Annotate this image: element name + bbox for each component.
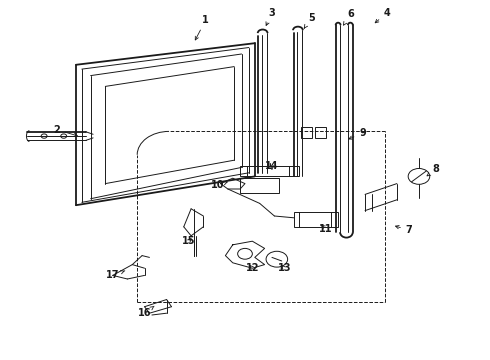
Bar bbox=[240, 178, 279, 193]
Text: 14: 14 bbox=[265, 161, 279, 171]
Text: 16: 16 bbox=[138, 306, 154, 318]
Text: 4: 4 bbox=[375, 8, 391, 23]
Text: 15: 15 bbox=[182, 236, 196, 246]
Text: 8: 8 bbox=[427, 164, 440, 176]
Text: 9: 9 bbox=[349, 128, 366, 139]
Text: 5: 5 bbox=[304, 13, 315, 28]
Text: 3: 3 bbox=[266, 8, 275, 26]
Text: 10: 10 bbox=[211, 180, 227, 190]
Text: 17: 17 bbox=[106, 270, 125, 280]
Bar bbox=[294, 212, 338, 227]
Text: 13: 13 bbox=[277, 263, 291, 273]
Text: 6: 6 bbox=[343, 9, 354, 25]
Text: 2: 2 bbox=[53, 125, 77, 136]
Text: 12: 12 bbox=[245, 263, 259, 273]
Text: 7: 7 bbox=[395, 225, 413, 235]
Bar bbox=[240, 166, 299, 176]
Text: 11: 11 bbox=[319, 224, 333, 234]
Text: 1: 1 bbox=[196, 15, 209, 40]
Bar bbox=[315, 127, 326, 138]
Bar bbox=[301, 127, 312, 138]
